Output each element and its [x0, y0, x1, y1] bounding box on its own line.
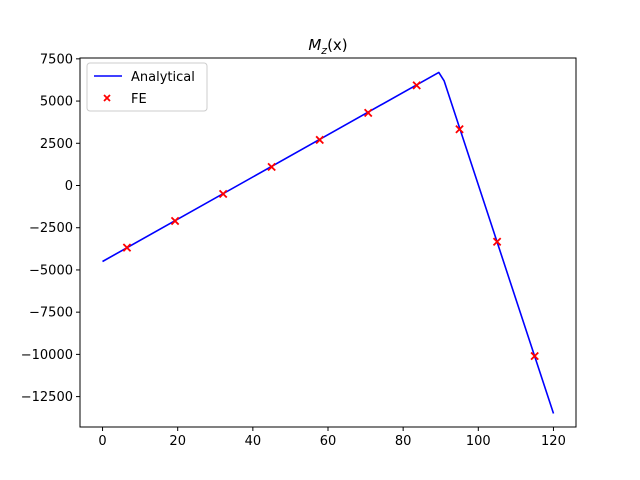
- y-tick-label: −5000: [29, 263, 73, 278]
- fe-point: [455, 125, 464, 134]
- legend: Analytical FE: [86, 62, 208, 112]
- fe-point: [530, 351, 539, 361]
- y-axis: 7500 5000 2500 0 −2500 −5000 −7500 −10000 −12500: [21, 52, 80, 405]
- y-tick-label: 5000: [40, 95, 73, 110]
- x-axis: 0 20 40 60 80 100 120: [98, 427, 566, 449]
- fe-point: [122, 243, 132, 252]
- x-tick-label: 100: [466, 434, 491, 449]
- x-tick-label: 20: [169, 434, 186, 449]
- x-tick-label: 40: [245, 434, 262, 449]
- legend-x-marker: [103, 94, 111, 102]
- fe-point: [315, 135, 324, 145]
- legend-label-fe: FE: [131, 92, 147, 107]
- y-tick-label: 7500: [40, 52, 73, 67]
- plot-marks: [102, 71, 555, 414]
- fe-point: [170, 216, 180, 226]
- fe-point: [267, 162, 276, 172]
- x-tick-label: 0: [98, 434, 106, 449]
- plot-area-frame: [79, 57, 577, 428]
- title-main: M: [308, 36, 321, 54]
- legend-box: [86, 62, 208, 112]
- fe-point: [218, 189, 228, 199]
- chart-title: Mz(x): [308, 36, 347, 57]
- y-tick-label: 0: [65, 179, 73, 194]
- y-tick-label: −12500: [21, 390, 73, 405]
- x-tick-label: 60: [320, 434, 337, 449]
- fe-point: [412, 81, 421, 90]
- y-tick-label: −2500: [29, 221, 73, 236]
- x-tick-label: 80: [395, 434, 412, 449]
- y-tick-label: 2500: [40, 137, 73, 152]
- fe-point: [492, 237, 502, 246]
- fe-point: [363, 108, 373, 118]
- y-tick-label: −10000: [21, 348, 73, 363]
- y-tick-label: −7500: [29, 306, 73, 321]
- title-rest: (x): [327, 36, 348, 54]
- x-tick-label: 120: [541, 434, 566, 449]
- title-subscript: z: [320, 44, 327, 57]
- legend-label-analytical: Analytical: [131, 70, 195, 85]
